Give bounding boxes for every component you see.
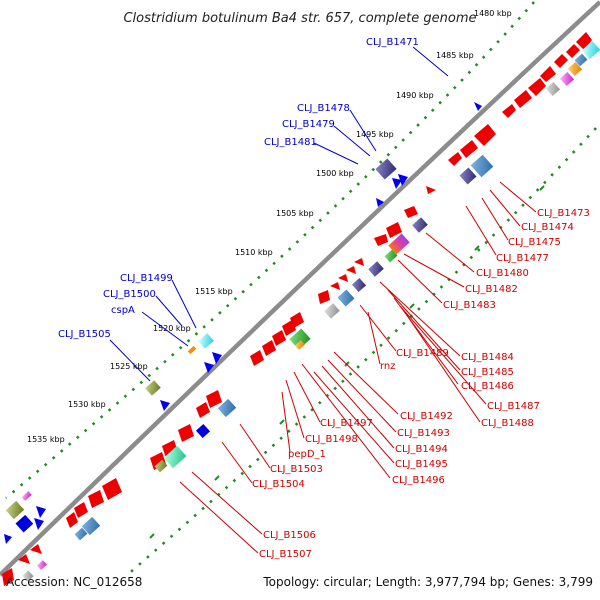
kbp-label: 1490 kbp bbox=[396, 91, 434, 100]
gene-label: CLJ_B1473 bbox=[537, 208, 590, 219]
gene-label: CLJ_B1499 bbox=[120, 273, 173, 284]
gene-label: CLJ_B1504 bbox=[252, 479, 305, 490]
forward-gene-arrow bbox=[392, 178, 402, 189]
gene-label: CLJ_B1497 bbox=[320, 418, 373, 429]
gene-label: CLJ_B1484 bbox=[461, 352, 514, 363]
kbp-label: 1530 kbp bbox=[68, 400, 106, 409]
gene-label: CLJ_B1471 bbox=[366, 37, 419, 48]
gene-label: CLJ_B1485 bbox=[461, 367, 514, 378]
gene-label: CLJ_B1489 bbox=[396, 348, 449, 359]
map-title: Clostridium botulinum Ba4 str. 657, comp… bbox=[123, 11, 476, 26]
gene-label: CLJ_B1480 bbox=[476, 268, 529, 279]
kbp-label: 1480 kbp bbox=[474, 9, 512, 18]
forward-gene-arrow bbox=[398, 174, 408, 186]
kbp-label: 1515 kbp bbox=[195, 287, 233, 296]
reverse-cds-arrows bbox=[2, 32, 592, 586]
forward-gene-arrow bbox=[160, 400, 170, 411]
gene-label: CLJ_B1477 bbox=[496, 253, 549, 264]
kbp-labels: 1480 kbp 1485 kbp 1490 kbp 1495 kbp 1500… bbox=[27, 9, 512, 444]
left-callout-lines bbox=[109, 46, 449, 382]
gene-label: pepD_1 bbox=[288, 449, 326, 460]
kbp-label: 1485 kbp bbox=[436, 51, 474, 60]
gene-label: CLJ_B1498 bbox=[305, 434, 358, 445]
inner-ring-ticks bbox=[149, 185, 545, 539]
forward-gene-box bbox=[15, 514, 34, 533]
forward-gene-arrow bbox=[34, 518, 44, 530]
forward-gene-arrow bbox=[4, 534, 12, 544]
genome-backbone bbox=[0, 0, 600, 577]
forward-gene-box bbox=[5, 500, 25, 520]
kbp-label: 1495 kbp bbox=[356, 130, 394, 139]
forward-gene-arrow bbox=[474, 102, 482, 111]
forward-gene-box bbox=[375, 158, 397, 180]
gene-label: CLJ_B1482 bbox=[465, 284, 518, 295]
forward-features bbox=[4, 102, 482, 544]
reverse-gene-boxes bbox=[22, 40, 600, 582]
forward-gene-arrow bbox=[204, 362, 214, 373]
kbp-label: 1505 kbp bbox=[276, 209, 314, 218]
gene-label: CLJ_B1500 bbox=[103, 289, 156, 300]
kbp-label: 1525 kbp bbox=[110, 362, 148, 371]
gene-label: CLJ_B1507 bbox=[259, 549, 312, 560]
gene-label: rnz bbox=[380, 361, 396, 372]
kbp-label: 1510 kbp bbox=[235, 248, 273, 257]
forward-gene-box bbox=[187, 345, 197, 355]
accession-text: Accession: NC_012658 bbox=[6, 575, 142, 589]
forward-gene-box bbox=[21, 491, 32, 501]
forward-gene-arrow bbox=[212, 352, 222, 364]
gene-label: cspA bbox=[111, 305, 135, 316]
gene-label: CLJ_B1478 bbox=[297, 103, 350, 114]
gene-label: CLJ_B1483 bbox=[443, 300, 496, 311]
gene-label: CLJ_B1493 bbox=[397, 428, 450, 439]
forward-gene-arrow bbox=[36, 506, 46, 518]
forward-gene-arrow bbox=[376, 198, 384, 207]
genome-summary-text: Topology: circular; Length: 3,977,794 bp… bbox=[262, 575, 593, 589]
forward-gene-box bbox=[198, 333, 214, 349]
gene-label: CLJ_B1488 bbox=[481, 418, 534, 429]
kbp-label: 1520 kbp bbox=[153, 324, 191, 333]
kbp-label: 1535 kbp bbox=[27, 435, 65, 444]
gene-label: CLJ_B1494 bbox=[395, 444, 448, 455]
gene-label: CLJ_B1481 bbox=[264, 137, 317, 148]
gene-label: CLJ_B1506 bbox=[263, 530, 316, 541]
gene-label: CLJ_B1487 bbox=[487, 401, 540, 412]
inner-dotted-ring bbox=[125, 127, 597, 577]
gene-label: CLJ_B1495 bbox=[395, 459, 448, 470]
gene-label: CLJ_B1474 bbox=[521, 222, 574, 233]
gene-label: CLJ_B1475 bbox=[508, 237, 561, 248]
right-labels: CLJ_B1473 CLJ_B1474 CLJ_B1475 CLJ_B1477 … bbox=[252, 208, 590, 560]
gene-label: CLJ_B1486 bbox=[461, 381, 514, 392]
gene-label: CLJ_B1479 bbox=[282, 119, 335, 130]
left-labels: CLJ_B1471 CLJ_B1478 CLJ_B1479 CLJ_B1481 … bbox=[58, 37, 419, 340]
gene-label: CLJ_B1492 bbox=[400, 411, 453, 422]
kbp-label: 1500 kbp bbox=[316, 169, 354, 178]
right-callout-lines bbox=[179, 181, 537, 554]
gene-label: CLJ_B1505 bbox=[58, 329, 111, 340]
gene-label: CLJ_B1496 bbox=[392, 475, 445, 486]
gene-label: CLJ_B1503 bbox=[270, 464, 323, 475]
forward-gene-box bbox=[145, 380, 161, 396]
